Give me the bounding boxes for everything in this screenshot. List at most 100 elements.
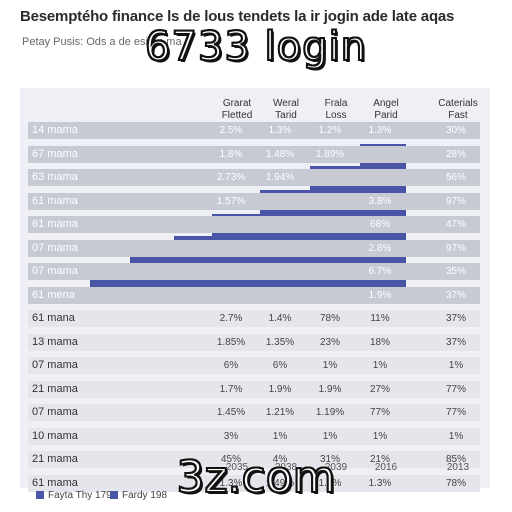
table-cell: 11% — [370, 313, 390, 324]
table-cell: 1.94% — [265, 172, 295, 183]
table-cell: 1% — [448, 360, 464, 371]
x-label: 2016 — [374, 462, 398, 473]
table-cell: 1.49% — [265, 478, 295, 489]
row-label: 21 mama — [32, 383, 78, 395]
table-cell: 21% — [369, 454, 390, 465]
column-header: Weral Tarid — [256, 98, 316, 122]
table-row — [28, 146, 480, 163]
x-label: 2013 — [446, 462, 470, 473]
row-label: 61 mama — [32, 218, 78, 230]
legend-label: Fardy 198 — [122, 490, 168, 501]
row-label: 10 mama — [32, 430, 78, 442]
table-cell: 6.7% — [368, 266, 392, 277]
x-label: 2038 — [274, 462, 298, 473]
row-label: 67 mama — [32, 148, 78, 160]
table-cell: 1.9% — [318, 384, 342, 395]
table-cell: 1% — [448, 431, 464, 442]
row-label: 61 mama — [32, 477, 78, 489]
chart-heading: Besemptého finance ls de lous tendets la… — [20, 8, 455, 25]
table-cell: 68% — [369, 219, 390, 230]
table-cell: 56% — [445, 172, 466, 183]
table-cell: 1.7% — [318, 478, 342, 489]
table-cell: 6% — [272, 360, 288, 371]
table-row — [28, 381, 480, 398]
table-cell: 2.7% — [219, 313, 243, 324]
table-row — [28, 287, 480, 304]
table-cell: 1.3% — [268, 125, 292, 136]
table-cell: 1% — [322, 431, 338, 442]
table-cell: 27% — [369, 384, 390, 395]
table-cell: 23% — [319, 337, 340, 348]
table-cell: 1.8% — [219, 149, 243, 160]
table-cell: 77% — [369, 407, 390, 418]
table-cell: 1.21% — [265, 407, 295, 418]
table-row — [28, 193, 480, 210]
legend-swatch — [110, 491, 118, 500]
column-header-line: Fletted — [221, 110, 253, 121]
table-cell: 1.3% — [219, 478, 243, 489]
row-label: 07 mama — [32, 406, 78, 418]
column-header-line: Grarat — [222, 98, 252, 109]
table-cell: 37% — [445, 290, 466, 301]
table-cell: 1.85% — [216, 337, 246, 348]
table-row — [28, 216, 480, 233]
table-cell: 77% — [445, 407, 466, 418]
table-row — [28, 404, 480, 421]
row-label: 21 mama — [32, 453, 78, 465]
column-header: Frala Loss — [306, 98, 366, 122]
row-label: 63 mama — [32, 171, 78, 183]
table-cell: 1% — [372, 360, 388, 371]
column-header-line: Fast — [448, 110, 468, 121]
chart-subheading: Petay Pusis: Ods a de esi on ma s — [22, 36, 191, 48]
column-header-line: Parid — [374, 110, 398, 121]
legend-item: Fayta Thy 179 — [36, 490, 112, 501]
table-cell: 97% — [445, 243, 466, 254]
table-row — [28, 122, 480, 139]
table-cell: 1% — [322, 360, 338, 371]
table-cell: 6% — [223, 360, 239, 371]
table-cell: 1.9% — [268, 384, 292, 395]
table-cell: 85% — [445, 454, 466, 465]
table-cell: 1% — [372, 431, 388, 442]
table-cell: 31% — [319, 454, 340, 465]
table-cell: 1.35% — [265, 337, 295, 348]
overlay-text-bottom: 3z.com — [175, 451, 336, 504]
table-row — [28, 240, 480, 257]
table-row — [28, 357, 480, 374]
table-cell: 1.3% — [368, 478, 392, 489]
table-cell: 78% — [445, 478, 466, 489]
column-header-line: Angel — [373, 98, 399, 109]
table-cell: 30% — [445, 125, 466, 136]
column-header: Caterials Fast — [428, 98, 488, 122]
row-label: 61 mama — [32, 195, 78, 207]
table-row — [28, 169, 480, 186]
table-cell: 77% — [445, 384, 466, 395]
table-row — [28, 334, 480, 351]
column-header-line: Tarid — [275, 110, 297, 121]
row-label: 14 mama — [32, 124, 78, 136]
table-row — [28, 428, 480, 445]
table-cell: 3.8% — [368, 196, 392, 207]
table-cell: 37% — [445, 337, 466, 348]
x-label: 2035 — [225, 462, 249, 473]
table-cell: 1.3% — [368, 125, 392, 136]
table-cell: 1% — [272, 431, 288, 442]
table-cell: 1.45% — [216, 407, 246, 418]
table-cell: 1.89% — [315, 149, 345, 160]
table-cell: 1.48% — [265, 149, 295, 160]
table-cell: 18% — [369, 337, 390, 348]
table-cell: 47% — [445, 219, 466, 230]
table-cell: 1.9% — [368, 290, 392, 301]
table-cell: 2.5% — [219, 125, 243, 136]
overlay-text-top: 6733 login — [144, 23, 367, 71]
table-cell: 3% — [223, 431, 239, 442]
table-row — [28, 310, 480, 327]
row-label: 61 mana — [32, 312, 75, 324]
column-header: Grarat Fletted — [207, 98, 267, 122]
column-header-line: Frala — [324, 98, 348, 109]
legend-label: Fayta Thy 179 — [48, 490, 112, 501]
legend-swatch — [36, 491, 44, 500]
table-cell: 1.2% — [318, 125, 342, 136]
table-cell: 45% — [220, 454, 241, 465]
table-cell: 1.57% — [216, 196, 246, 207]
